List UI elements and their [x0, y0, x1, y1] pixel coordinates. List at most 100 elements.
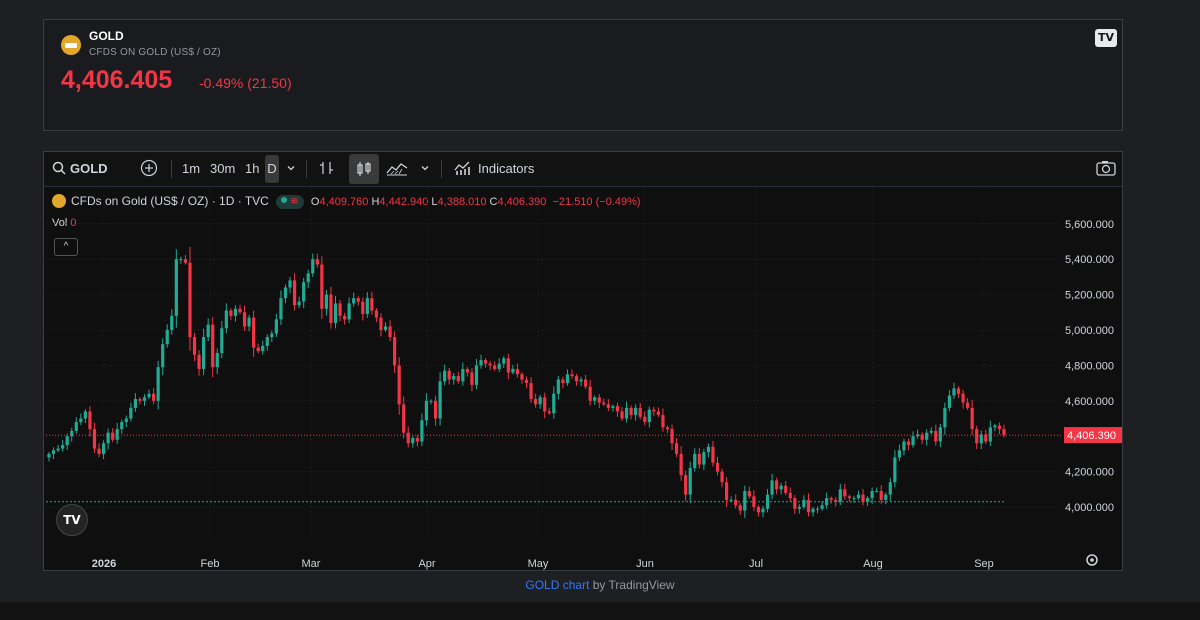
candle	[342, 312, 347, 325]
candles-style-button[interactable]	[349, 154, 379, 184]
candle	[188, 246, 192, 351]
candle	[347, 297, 351, 324]
area-chart-icon	[386, 163, 408, 176]
price-tick-label: 4,800.000	[1065, 360, 1114, 372]
candle-body	[702, 452, 706, 465]
candle-body	[811, 508, 815, 513]
candle	[956, 386, 961, 399]
symbol-name[interactable]: GOLD	[89, 29, 124, 43]
indicators-label: Indicators	[478, 161, 535, 176]
gold-chart-link[interactable]: GOLD chart	[525, 578, 590, 592]
candle	[520, 372, 524, 384]
candle	[556, 376, 560, 400]
interval-30m[interactable]: 30m	[210, 161, 236, 176]
candle-body	[734, 499, 738, 506]
candle-body	[661, 414, 665, 428]
price-tick-label: 5,600.000	[1065, 219, 1114, 231]
candle	[624, 401, 629, 423]
change-value: −21.510 (−0.49%)	[552, 196, 641, 208]
price-tick-label: 5,000.000	[1065, 325, 1114, 337]
candle	[397, 357, 401, 415]
screenshot-button[interactable]	[1096, 152, 1116, 186]
candle-body	[151, 393, 156, 401]
chart-settings-button[interactable]	[1086, 554, 1098, 566]
candle	[734, 494, 738, 509]
candle	[784, 481, 788, 496]
price-tick-label: 5,400.000	[1065, 254, 1114, 266]
market-status-badge[interactable]: ≋	[276, 195, 304, 209]
candle-body	[361, 301, 365, 315]
candle-body	[383, 326, 388, 330]
candle-body	[420, 420, 424, 442]
candle	[693, 448, 697, 472]
candle	[584, 374, 588, 390]
candle	[56, 444, 60, 453]
candle-body	[220, 328, 224, 354]
candle-body	[165, 330, 169, 345]
interval-1h[interactable]: 1h	[245, 161, 260, 176]
chart-legend: CFDs on Gold (US$ / OZ) · 1D · TVC ≋ O4,…	[52, 194, 641, 209]
collapse-legend-button[interactable]: ^	[54, 238, 78, 256]
legend-title[interactable]: CFDs on Gold (US$ / OZ) · 1D · TVC	[71, 194, 269, 208]
high-label: H	[371, 196, 380, 208]
candle	[320, 256, 324, 319]
chart-type-button[interactable]	[386, 152, 408, 186]
candle	[252, 310, 256, 357]
compare-symbol-button[interactable]	[140, 152, 158, 186]
candle	[920, 432, 924, 445]
interval-1d[interactable]: D	[265, 155, 279, 183]
symbol-search-button[interactable]: GOLD	[52, 152, 108, 186]
candle-body	[288, 280, 292, 288]
candle	[456, 371, 460, 384]
bar-style-button[interactable]	[319, 152, 335, 186]
candle	[979, 430, 983, 450]
candle-body	[529, 383, 533, 400]
candle	[947, 390, 952, 412]
candle	[543, 392, 547, 419]
candle	[92, 422, 97, 453]
tradingview-watermark-icon[interactable]: TV	[56, 504, 88, 536]
candle	[311, 253, 315, 277]
candle-body	[279, 298, 283, 320]
candle-body	[206, 324, 210, 338]
indicators-button[interactable]: Indicators	[454, 152, 534, 186]
candle-body	[320, 264, 324, 309]
candle	[174, 249, 178, 328]
candle	[383, 322, 388, 332]
candle-body	[988, 427, 992, 442]
candle	[238, 304, 242, 315]
interval-1m[interactable]: 1m	[182, 161, 201, 176]
candle	[711, 440, 715, 467]
candle	[834, 497, 838, 507]
candle	[925, 429, 929, 446]
candle-body	[984, 434, 988, 442]
candle	[765, 488, 770, 513]
candle	[393, 331, 397, 374]
price-chart[interactable]: 5,600.000 5,400.000 5,200.000 5,000.000 4,80…	[44, 187, 1122, 571]
candle-body	[843, 489, 847, 497]
candle	[283, 284, 288, 304]
candle-body	[647, 409, 651, 423]
candle	[288, 276, 292, 294]
candle	[652, 406, 656, 417]
candle-body	[656, 411, 660, 415]
candle-body	[606, 404, 610, 408]
candle	[147, 389, 151, 400]
candle-body	[388, 326, 392, 338]
candle-body	[915, 434, 920, 437]
tradingview-logo-icon[interactable]: TV	[1095, 29, 1117, 47]
candle-body	[861, 494, 865, 502]
chart-type-dropdown[interactable]	[420, 152, 430, 186]
close-label: C	[489, 196, 498, 208]
candle-body	[784, 485, 788, 493]
candle-body	[588, 386, 592, 401]
candle-body	[215, 353, 219, 368]
candle-body	[352, 298, 356, 304]
candle-body	[802, 499, 806, 507]
interval-dropdown[interactable]	[286, 152, 296, 186]
candle	[702, 448, 706, 470]
candle	[483, 358, 488, 368]
candle-body	[684, 475, 688, 495]
candle	[570, 369, 574, 379]
candle-body	[797, 507, 801, 509]
